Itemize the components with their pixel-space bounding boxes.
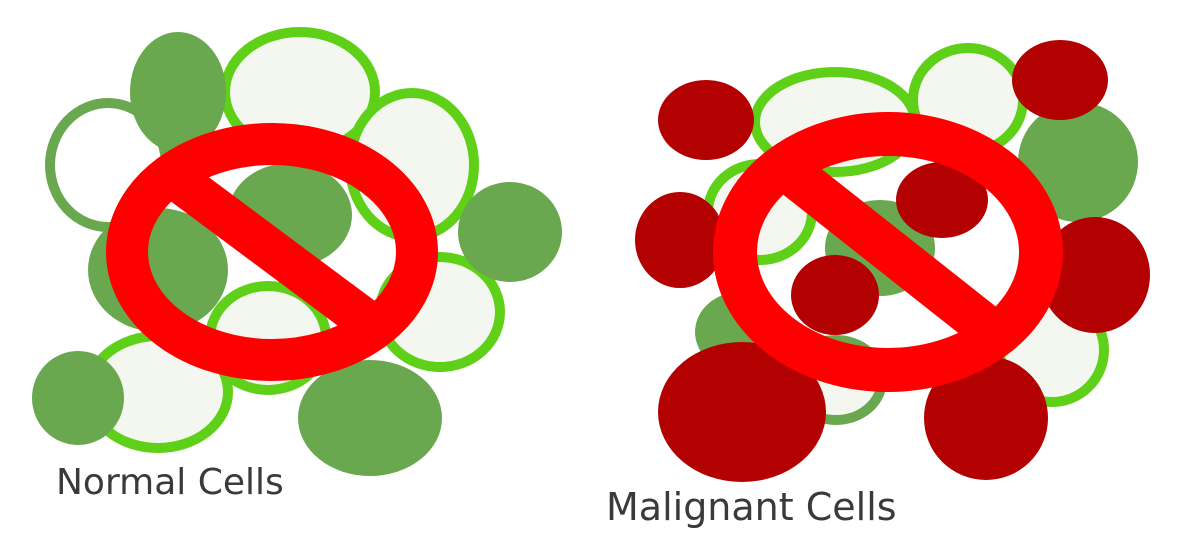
malignant-cell — [635, 192, 725, 288]
malignant-cell — [1012, 40, 1108, 120]
normal-cell-filled — [298, 360, 442, 476]
malignant-cell — [924, 356, 1048, 480]
no-symbol-icon — [106, 123, 438, 381]
malignant-cell — [791, 255, 879, 335]
normal-cell-filled — [130, 32, 226, 152]
normal-cells-label: Normal Cells — [56, 462, 284, 503]
normal-cell-filled — [1018, 102, 1138, 222]
malignant-cell — [658, 80, 754, 160]
malignant-cells-label: Malignant Cells — [606, 485, 897, 529]
normal-cell-filled — [458, 182, 562, 282]
malignant-cell — [658, 342, 826, 482]
malignant-cell — [896, 162, 988, 238]
normal-cell-filled — [32, 351, 124, 445]
no-symbol-icon — [713, 112, 1063, 392]
malignant-cell — [1040, 217, 1150, 333]
